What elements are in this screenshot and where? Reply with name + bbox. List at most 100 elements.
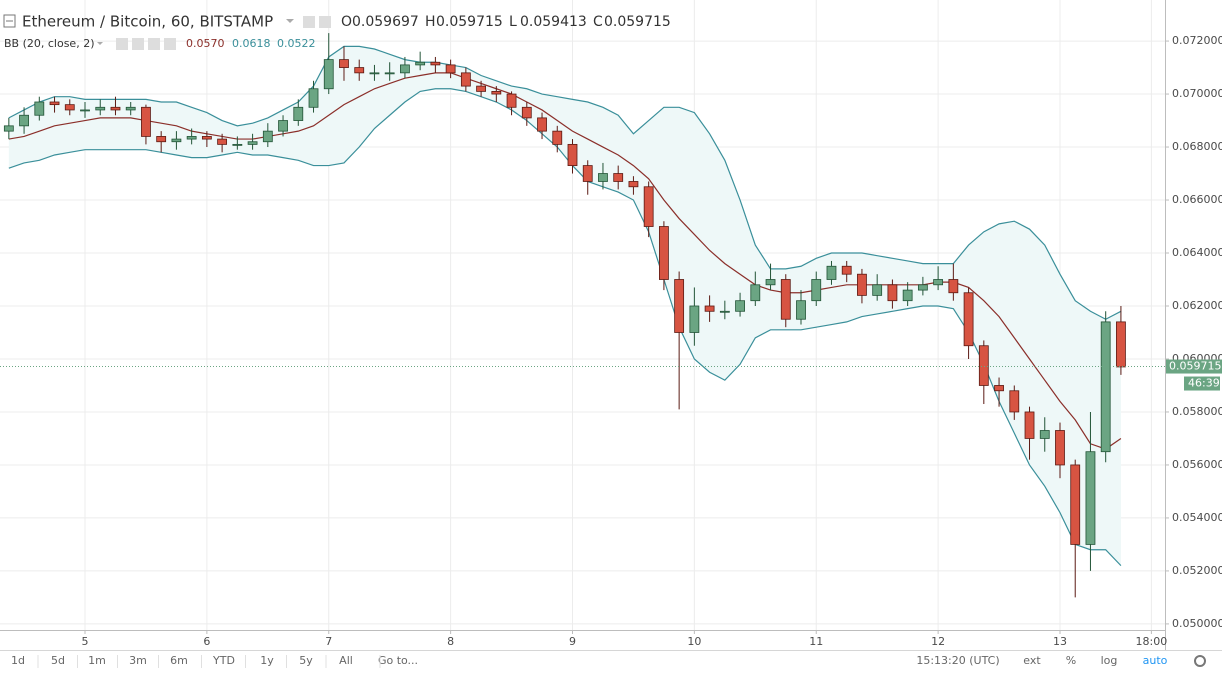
bottom-toolbar (0, 650, 1222, 675)
candle-body (887, 284, 898, 302)
candle-body (841, 265, 852, 275)
candle-body (49, 101, 60, 106)
y-tick-label: 0.072000 (1172, 34, 1222, 47)
y-tick-label: 0.070000 (1172, 87, 1222, 100)
ohlc-key: C (593, 14, 603, 30)
indicator-icon[interactable] (116, 38, 128, 50)
candle-body (1039, 430, 1050, 439)
y-tick-label: 0.056000 (1172, 458, 1222, 471)
range-button[interactable]: YTD (212, 654, 235, 667)
y-tick-label: 0.062000 (1172, 299, 1222, 312)
y-tick-label: 0.052000 (1172, 564, 1222, 577)
last-price-label: 0.059715 (1169, 360, 1222, 373)
candle-body (643, 186, 654, 227)
band-fill (8, 46, 1121, 566)
range-button[interactable]: 1m (88, 654, 106, 667)
candle-body (156, 136, 167, 143)
indicator-icon[interactable] (148, 38, 160, 50)
range-button[interactable]: 5y (299, 654, 313, 667)
range-button[interactable]: 5d (51, 654, 65, 667)
option-button[interactable]: log (1101, 654, 1118, 667)
candle-body (689, 305, 700, 333)
candle-body (171, 138, 182, 143)
candle-body (750, 284, 761, 302)
ohlc-key: O (341, 14, 352, 30)
band-upper (8, 45, 1122, 320)
candle-body (430, 61, 441, 66)
option-button[interactable]: % (1066, 654, 1076, 667)
candle-body (994, 385, 1004, 392)
indicator-value: 0.0522 (277, 37, 316, 50)
toolbar: 1d 5d 1m 3m 6m YTD 1y 5y All Go to... 15:13:20 (UT… (11, 654, 1168, 668)
x-tick-label: 12 (931, 635, 945, 648)
candle-body (1070, 464, 1081, 545)
candle-body (262, 130, 273, 143)
candle-body (1100, 321, 1111, 453)
indicator-value: 0.0570 (186, 37, 225, 50)
candle-body (719, 310, 730, 313)
x-tick-label: 6 (203, 635, 210, 648)
x-tick-label: 18:00 (1136, 635, 1168, 648)
candle-body (80, 109, 90, 112)
candle-body (217, 138, 228, 145)
candle-body (826, 265, 837, 280)
candle-body (323, 59, 334, 90)
countdown-box (1184, 376, 1220, 391)
candle-body (308, 88, 319, 108)
candle-body (628, 181, 639, 188)
y-tick-label: 0.066000 (1172, 193, 1222, 206)
candle-body (1009, 390, 1020, 413)
x-tick-label: 7 (325, 635, 332, 648)
settings-gear[interactable] (1194, 655, 1206, 667)
ohlc-key: H (425, 14, 436, 30)
candle-body (125, 106, 136, 111)
option-button[interactable]: ext (1023, 654, 1041, 667)
candle-body (141, 106, 151, 137)
x-tick-label: 5 (82, 635, 89, 648)
candle-body (963, 292, 974, 347)
dropdown-arrow[interactable] (286, 19, 294, 23)
range-button[interactable]: 1y (260, 654, 274, 667)
candle-body (415, 61, 426, 66)
candle-body (278, 120, 288, 132)
last-price-box (1166, 359, 1222, 374)
range-button[interactable]: 1d (11, 654, 25, 667)
candle-body (917, 284, 928, 291)
candle-body (1024, 411, 1035, 439)
candle-body (19, 114, 29, 127)
dropdown-arrow[interactable] (97, 42, 103, 45)
range-button[interactable]: All (339, 654, 353, 667)
candle-body (811, 279, 822, 302)
option-button[interactable]: auto (1143, 654, 1168, 667)
candle-body (552, 130, 563, 145)
compare-icon[interactable] (319, 16, 331, 28)
candle-body (948, 279, 959, 294)
candle-body (857, 273, 867, 296)
axes: 0.050000 0.052000 0.054000 0.056000 0.058000… (0, 34, 1222, 648)
candle-body (796, 300, 806, 320)
indicator-value: 0.0618 (232, 37, 271, 50)
candle-body (659, 226, 669, 280)
ohlc-value: 0.059715 (436, 14, 503, 30)
range-button[interactable]: 6m (170, 654, 188, 667)
x-tick-label: 8 (447, 635, 454, 648)
countdown-label: 46:39 (1188, 377, 1220, 390)
candle-body (186, 136, 197, 140)
collapse-icon[interactable] (3, 14, 16, 28)
range-button[interactable]: Go to... (378, 654, 418, 667)
settings-icon[interactable] (303, 16, 315, 28)
y-tick-label: 0.054000 (1172, 511, 1222, 524)
indicator-icon[interactable] (164, 38, 176, 50)
indicator-values: 0.0570 0.0618 0.0522 (186, 37, 316, 50)
indicator-name: BB (20, close, 2) (4, 37, 95, 50)
range-button[interactable]: 3m (129, 654, 147, 667)
indicator-icon[interactable] (132, 38, 144, 50)
ohlc-values: O 0.059697 H 0.059715 L 0.059413 C 0.059715 (341, 14, 671, 30)
candle-body (765, 279, 776, 286)
candle-body (384, 72, 395, 75)
candle-body (476, 85, 486, 92)
candle-body (339, 59, 349, 68)
candle-body (1085, 451, 1096, 545)
candle-body (1116, 321, 1126, 368)
candle-body (201, 136, 212, 140)
